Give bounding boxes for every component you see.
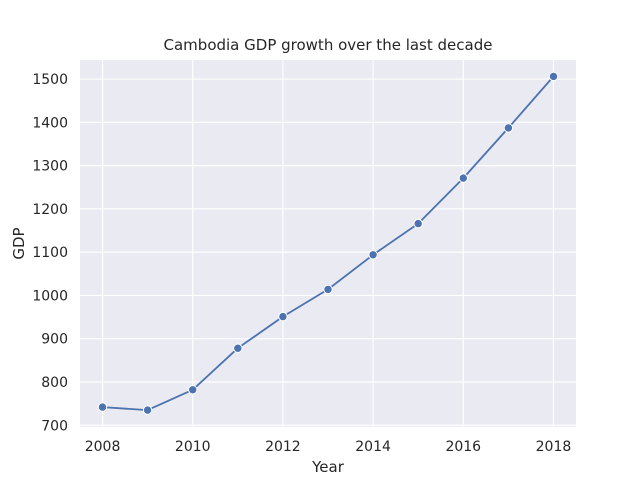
data-point [233, 343, 243, 353]
y-tick-label: 800 [41, 375, 68, 391]
y-tick-label: 700 [41, 418, 68, 434]
y-tick-label: 1000 [32, 288, 68, 304]
x-tick-label: 2018 [536, 439, 572, 455]
x-tick-label: 2008 [85, 439, 121, 455]
data-point [503, 123, 514, 133]
y-tick-label: 1200 [32, 202, 68, 218]
data-point [548, 71, 559, 82]
x-axis-label: Year [311, 458, 345, 476]
x-tick-label: 2012 [265, 439, 301, 455]
data-point [323, 284, 333, 295]
data-point [458, 173, 468, 183]
data-points [97, 71, 559, 415]
x-tick-label: 2016 [445, 439, 481, 455]
grid-lines [80, 60, 576, 427]
y-tick-label: 1400 [32, 115, 68, 131]
data-point [278, 311, 288, 322]
y-tick-label: 1500 [32, 72, 68, 88]
data-point [413, 218, 423, 229]
x-tick-label: 2010 [175, 439, 211, 455]
y-axis-label: GDP [10, 227, 28, 259]
x-tick-label: 2014 [355, 439, 391, 455]
y-tick-label: 1300 [32, 159, 68, 175]
y-tick-label: 900 [41, 332, 68, 348]
data-point [188, 385, 198, 395]
data-point [142, 405, 153, 415]
y-tick-label: 1100 [32, 245, 68, 261]
tick-labels: 2008 2010 2012 2014 2016 2018 700 800 900 1000 110… [32, 72, 571, 455]
data-point [368, 250, 378, 260]
chart-title: Cambodia GDP growth over the last decade [164, 36, 493, 54]
plot-area [80, 60, 576, 427]
data-point [97, 402, 108, 412]
